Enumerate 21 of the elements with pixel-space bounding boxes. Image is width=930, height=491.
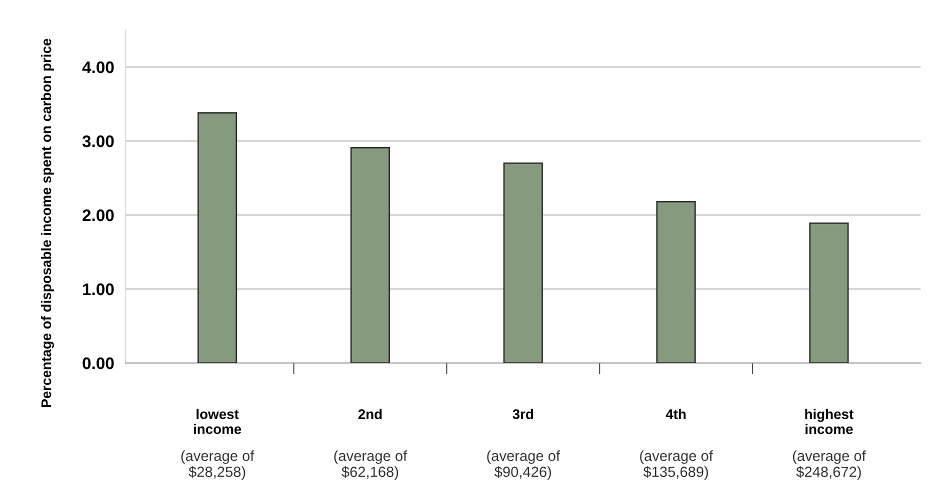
- y-tick-label: 0.00: [82, 357, 114, 370]
- y-axis-title: Percentage of disposable income spent on carbon price: [40, 38, 54, 408]
- x-tick-label: 3rd: [512, 408, 534, 420]
- bar: [656, 200, 696, 363]
- y-tick-label: 4.00: [82, 61, 114, 74]
- y-tick-label: 1.00: [83, 283, 114, 296]
- bar: [197, 112, 238, 363]
- bar: [809, 222, 849, 363]
- text: (average of $62,168): [334, 450, 408, 480]
- y-tick-label: 3.00: [82, 135, 114, 148]
- bar: [350, 146, 390, 363]
- text: (average of $28,258): [181, 450, 254, 480]
- x-tick-label: highest income: [805, 408, 854, 434]
- y-tick-label: 2.00: [82, 209, 114, 222]
- x-tick-label: 2nd: [358, 408, 382, 420]
- text: (average of $248,672): [792, 450, 866, 480]
- bar: [503, 162, 543, 363]
- x-tick-label: lowest income: [194, 408, 242, 434]
- text: (average of $90,426): [487, 450, 560, 480]
- text: (average of $135,689): [640, 450, 713, 480]
- x-tick-label: 4th: [666, 408, 686, 420]
